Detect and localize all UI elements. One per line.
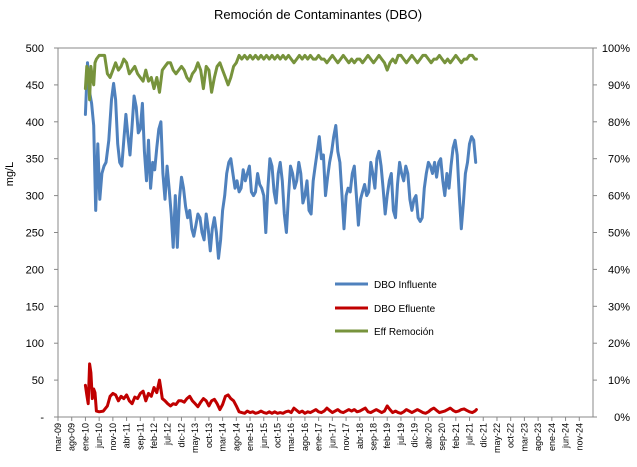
- x-tick-label: jul-19: [396, 423, 406, 446]
- left-axis-ticks: - 50 100 150 200 250 300 350 400 450 500: [26, 43, 58, 424]
- x-tick-label: abr-11: [122, 423, 132, 448]
- right-tick-label: 100%: [602, 43, 630, 55]
- left-tick-label: 100: [26, 338, 44, 350]
- right-tick-label: 40%: [608, 264, 630, 276]
- x-tick-label: jun-10: [94, 423, 104, 449]
- y-axis-label: mg/L: [4, 162, 16, 186]
- left-tick-label: -: [40, 412, 44, 424]
- x-tick-label: jun-24: [561, 423, 571, 449]
- x-tick-label: dic-12: [176, 423, 186, 448]
- x-tick-label: dic-21: [478, 423, 488, 448]
- x-tick-label: abr-20: [423, 423, 433, 449]
- series-lines: [83, 53, 478, 415]
- left-tick-label: 500: [26, 43, 44, 55]
- left-tick-label: 250: [26, 228, 44, 240]
- x-tick-label: feb-19: [382, 423, 392, 449]
- series-line-efluente: [83, 362, 478, 415]
- plot-frame: [57, 47, 594, 418]
- x-tick-label: feb-12: [149, 423, 159, 449]
- x-tick-label: jun-15: [259, 423, 269, 449]
- right-tick-label: 10%: [608, 375, 630, 387]
- right-tick-label: 0%: [614, 412, 630, 424]
- x-tick-label: ene-24: [547, 423, 557, 451]
- plot-area: [57, 47, 594, 418]
- legend-label-remocion: Eff Remoción: [374, 327, 434, 338]
- x-tick-label: ene-15: [245, 423, 255, 451]
- x-tick-label: dic-19: [410, 423, 420, 448]
- legend-label-efluente: DBO Efluente: [374, 304, 436, 315]
- x-tick-label: sep-18: [369, 423, 379, 451]
- x-tick-label: ago-14: [231, 423, 241, 451]
- x-tick-label: feb-21: [451, 423, 461, 449]
- left-tick-label: 400: [26, 117, 44, 129]
- x-tick-label: mar-23: [519, 423, 529, 452]
- left-tick-label: 50: [32, 375, 44, 387]
- x-tick-label: nov-10: [108, 423, 118, 451]
- x-tick-label: nov-24: [574, 423, 584, 451]
- right-tick-label: 70%: [608, 154, 630, 166]
- x-tick-label: nov-17: [341, 423, 351, 451]
- x-tick-label: may-22: [492, 423, 502, 453]
- x-tick-label: ene-10: [80, 423, 90, 451]
- x-tick-label: ene-17: [314, 423, 324, 451]
- x-tick-label: ago-09: [67, 423, 77, 451]
- left-tick-label: 150: [26, 301, 44, 313]
- right-tick-label: 90%: [608, 80, 630, 92]
- series-line-remocion: [83, 53, 478, 102]
- right-tick-label: 50%: [608, 228, 630, 240]
- x-tick-label: jul-21: [465, 423, 475, 446]
- x-tick-label: ago-23: [533, 423, 543, 451]
- legend-label-influente: DBO Influente: [374, 280, 437, 291]
- x-tick-label: oct-22: [506, 423, 516, 448]
- right-tick-label: 30%: [608, 301, 630, 313]
- chart-title: Remoción de Contaminantes (DBO): [214, 7, 422, 22]
- series-line-influente: [83, 61, 478, 260]
- left-tick-label: 200: [26, 264, 44, 276]
- x-tick-label: may-13: [190, 423, 200, 453]
- x-tick-label: jul-12: [163, 423, 173, 446]
- x-tick-label: mar-16: [286, 423, 296, 452]
- left-tick-label: 450: [26, 80, 44, 92]
- legend: DBO Influente DBO Efluente Eff Remoción: [335, 280, 437, 338]
- x-tick-label: jun-17: [327, 423, 337, 449]
- x-tick-label: sep-20: [437, 423, 447, 451]
- x-tick-label: mar-14: [218, 423, 228, 452]
- x-tick-label: sep-11: [135, 423, 145, 450]
- x-axis-ticks: mar-09 ago-09 ene-10 jun-10 nov-10 abr-11 sep-…: [53, 417, 584, 453]
- right-tick-label: 20%: [608, 338, 630, 350]
- x-tick-label: oct-13: [204, 423, 214, 448]
- right-axis-ticks: 0% 10% 20% 30% 40% 50% 60% 70% 80% 90% 100%: [593, 43, 630, 424]
- right-tick-label: 60%: [608, 191, 630, 203]
- x-tick-label: ago-16: [300, 423, 310, 451]
- left-tick-label: 350: [26, 154, 44, 166]
- right-tick-label: 80%: [608, 117, 630, 129]
- x-tick-label: oct-15: [272, 423, 282, 448]
- x-tick-label: mar-09: [53, 423, 63, 452]
- left-tick-label: 300: [26, 191, 44, 203]
- x-tick-label: abr-18: [355, 423, 365, 449]
